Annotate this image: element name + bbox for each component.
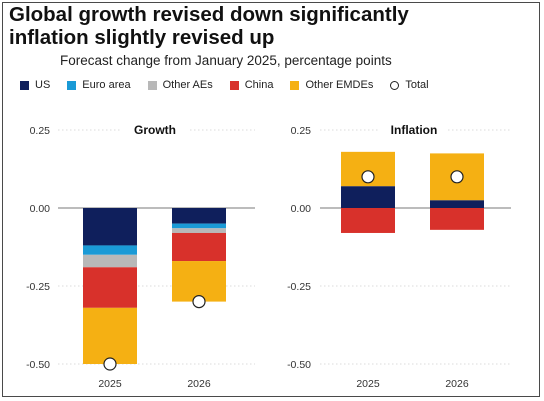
growth-y-tick-label: 0.25 xyxy=(30,125,51,137)
growth-bar-other-emdes-2026 xyxy=(172,261,226,302)
inflation-bar-us-2026 xyxy=(430,200,484,208)
chart-legend: US Euro area Other AEs China Other EMDEs… xyxy=(20,79,429,91)
legend-marker-total xyxy=(390,80,400,90)
growth-panel-title: Growth xyxy=(134,123,176,137)
legend-item-china: China xyxy=(229,79,274,91)
legend-item-other-aes: Other AEs xyxy=(147,79,213,91)
growth-total-marker-2025 xyxy=(103,357,117,371)
growth-total-marker-2026 xyxy=(192,295,206,309)
legend-swatch-other-aes xyxy=(147,80,157,90)
legend-item-euro-area: Euro area xyxy=(67,79,131,91)
growth-bar-other-emdes-2025 xyxy=(83,307,137,364)
legend-item-other-emdes: Other EMDEs xyxy=(290,79,373,91)
growth-bar-us-2025 xyxy=(83,208,137,246)
inflation-x-tick-label: 2026 xyxy=(445,378,469,390)
growth-bar-euro-area-2026 xyxy=(172,223,226,229)
legend-label-other-aes: Other AEs xyxy=(162,79,213,91)
title-line-1: Global growth revised down significantly xyxy=(9,3,409,26)
legend-label-euro-area: Euro area xyxy=(82,79,131,91)
growth-bar-other-aes-2025 xyxy=(83,254,137,268)
growth-x-tick-label: 2026 xyxy=(187,378,211,390)
legend-swatch-euro-area xyxy=(67,80,77,90)
inflation-y-tick-label: -0.25 xyxy=(287,281,311,293)
inflation-bar-china-2026 xyxy=(430,208,484,230)
growth-y-tick-label: -0.25 xyxy=(26,281,50,293)
inflation-panel-title: Inflation xyxy=(391,123,438,137)
legend-item-total: Total xyxy=(390,79,429,91)
growth-y-tick-label: 0.00 xyxy=(30,203,51,215)
legend-label-us: US xyxy=(35,79,51,91)
growth-y-tick-label: -0.50 xyxy=(26,359,50,371)
inflation-bar-china-2025 xyxy=(341,208,395,233)
growth-bar-euro-area-2025 xyxy=(83,245,137,255)
growth-bar-other-aes-2026 xyxy=(172,228,226,233)
legend-label-other-emdes: Other EMDEs xyxy=(305,79,374,91)
growth-title-backing xyxy=(121,123,189,139)
growth-bar-china-2025 xyxy=(83,267,137,308)
legend-label-total: Total xyxy=(405,79,429,91)
inflation-x-tick-label: 2025 xyxy=(356,378,380,390)
figure-subtitle: Forecast change from January 2025, perce… xyxy=(60,53,392,68)
legend-swatch-us xyxy=(20,80,29,90)
inflation-y-tick-label: 0.00 xyxy=(291,203,312,215)
inflation-total-marker-2026 xyxy=(450,170,464,184)
title-line-2: inflation slightly revised up xyxy=(9,26,275,49)
legend-swatch-china xyxy=(229,80,239,90)
inflation-title-backing xyxy=(380,123,448,139)
figure-title: Global growth revised down significantly… xyxy=(9,3,409,49)
legend-item-us: US xyxy=(20,79,50,91)
growth-bar-us-2026 xyxy=(172,208,226,224)
growth-bar-china-2026 xyxy=(172,232,226,262)
inflation-y-tick-label: 0.25 xyxy=(291,125,312,137)
legend-swatch-other-emdes xyxy=(290,80,300,90)
growth-x-tick-label: 2025 xyxy=(98,378,122,390)
figure-frame xyxy=(2,2,540,397)
inflation-y-tick-label: -0.50 xyxy=(287,359,311,371)
inflation-bar-us-2025 xyxy=(341,186,395,208)
legend-label-china: China xyxy=(244,79,274,91)
inflation-total-marker-2025 xyxy=(361,170,375,184)
